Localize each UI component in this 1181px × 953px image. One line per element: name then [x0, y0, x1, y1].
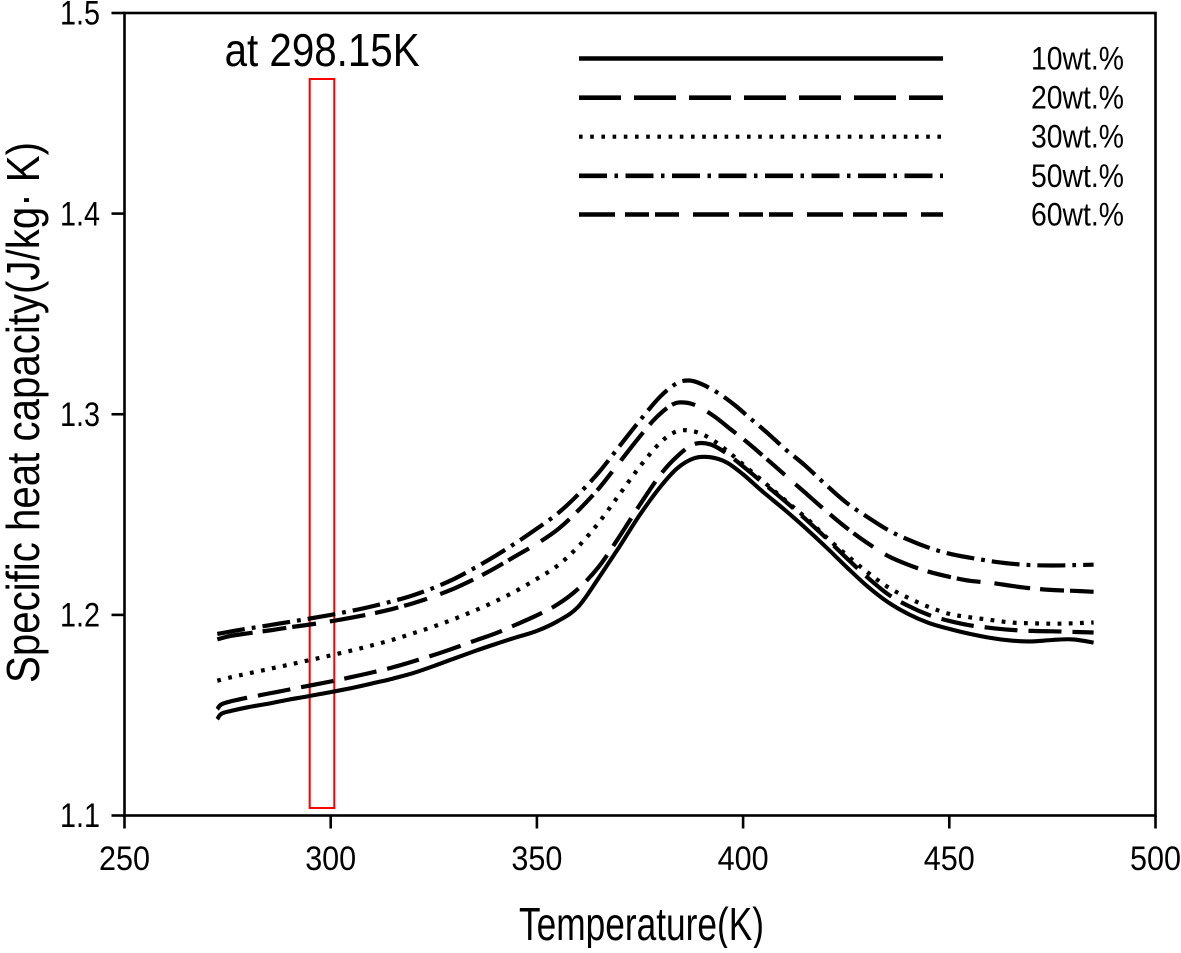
svg-text:1.1: 1.1 — [60, 797, 100, 835]
svg-text:30wt.%: 30wt.% — [1031, 119, 1124, 155]
svg-text:1.5: 1.5 — [60, 0, 100, 33]
svg-text:400: 400 — [718, 840, 769, 878]
svg-text:20wt.%: 20wt.% — [1031, 80, 1124, 116]
svg-text:Temperature(K): Temperature(K) — [519, 898, 764, 948]
svg-text:350: 350 — [511, 840, 562, 878]
svg-text:60wt.%: 60wt.% — [1031, 197, 1124, 233]
svg-text:300: 300 — [305, 840, 356, 878]
svg-text:Specific heat capacity(J/kg· K: Specific heat capacity(J/kg· K) — [0, 142, 49, 683]
svg-text:450: 450 — [924, 840, 975, 878]
svg-text:1.3: 1.3 — [60, 396, 100, 434]
svg-text:1.2: 1.2 — [60, 597, 100, 635]
svg-text:10wt.%: 10wt.% — [1031, 41, 1124, 77]
svg-text:1.4: 1.4 — [60, 195, 100, 233]
svg-text:50wt.%: 50wt.% — [1031, 158, 1124, 194]
svg-text:250: 250 — [99, 840, 150, 878]
svg-text:at 298.15K: at 298.15K — [225, 24, 420, 76]
svg-text:500: 500 — [1130, 840, 1181, 878]
